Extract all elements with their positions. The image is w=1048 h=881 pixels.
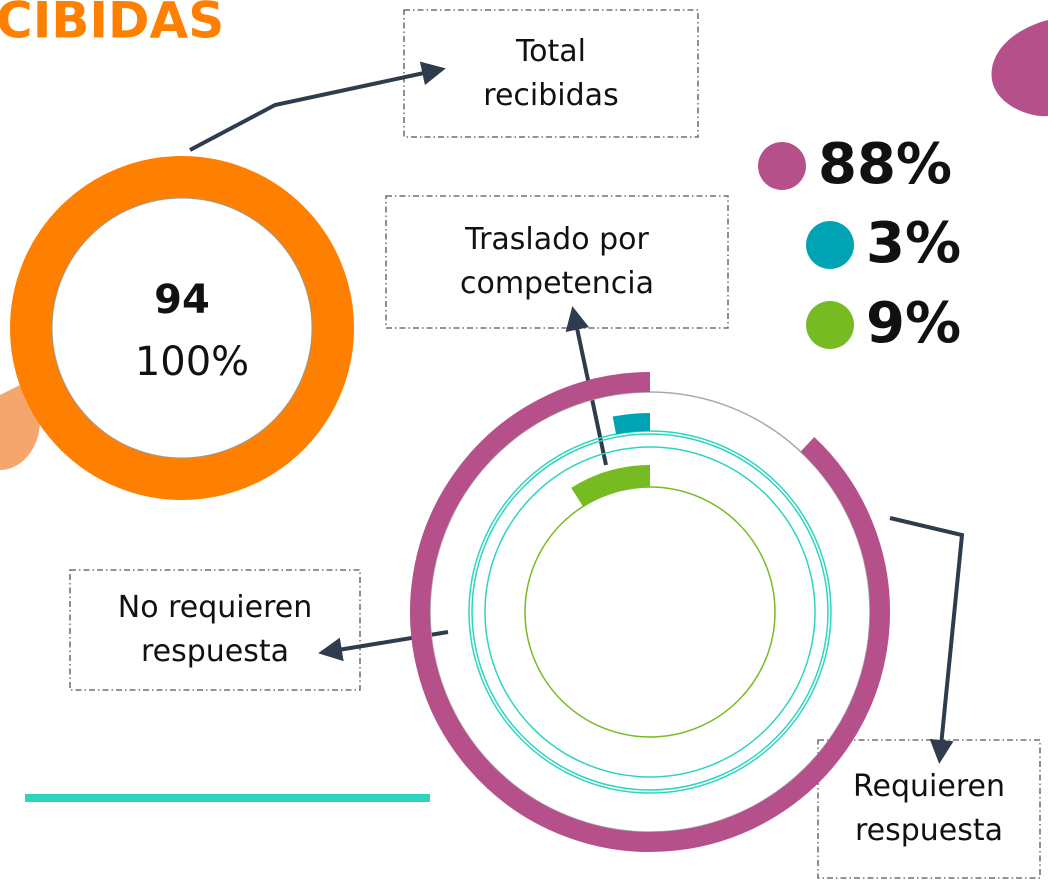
donut-ring	[31, 177, 333, 479]
page-title: CIBIDAS	[0, 0, 224, 50]
ring-arc	[614, 422, 650, 425]
legend-label: 9%	[866, 291, 961, 356]
legend-swatch	[806, 221, 854, 269]
callout-box	[404, 10, 698, 137]
callout-arrow	[890, 518, 962, 756]
callout-box	[386, 196, 728, 328]
ring-track	[430, 392, 870, 832]
legend-label: 3%	[866, 211, 961, 276]
center-value: 94	[154, 277, 210, 323]
center-share: 100%	[135, 339, 249, 385]
legend-swatch	[806, 301, 854, 349]
ring-track	[485, 447, 815, 777]
ring-arc	[577, 476, 650, 497]
ring-track	[525, 487, 775, 737]
legend-swatch	[758, 142, 806, 190]
donut-edge	[52, 198, 312, 458]
callout-arrow	[190, 70, 438, 150]
decor-blob	[992, 20, 1048, 116]
callout-box	[70, 570, 360, 690]
legend-label: 88%	[818, 132, 952, 197]
callout-box	[818, 740, 1040, 878]
infographic: CIBIDAS Totalrecibidas Traslado porcompe…	[0, 0, 1048, 881]
ring-arc	[420, 382, 880, 842]
